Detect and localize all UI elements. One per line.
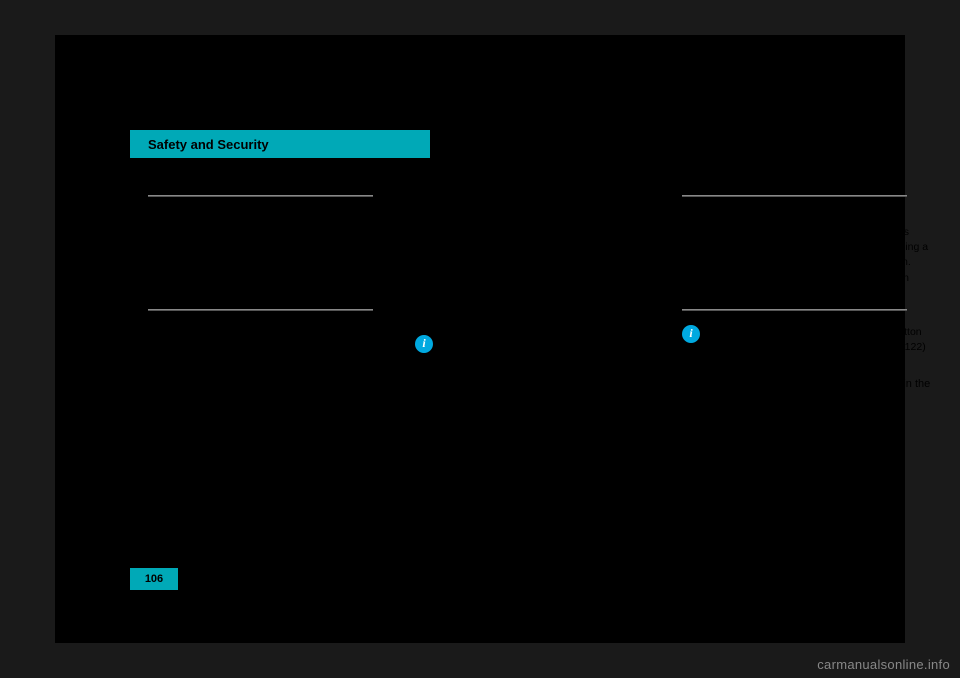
column-2: opens a door opens the trunk opens the h… <box>415 195 665 445</box>
info-icon: i <box>682 325 700 343</box>
warning-body: SmartKey with KEYLESS-GO*: If the vehicl… <box>682 225 932 301</box>
list-block: opens a door opens the trunk opens the h… <box>415 195 665 275</box>
paragraph: Once the alarm system has been armed, a … <box>148 337 398 369</box>
info-text: A blinking red indicator lamp in the loc… <box>708 325 932 371</box>
page-number: 106 <box>130 568 178 590</box>
spacer <box>682 317 932 325</box>
paragraph: Once you lock the vehicle, the indicator… <box>682 377 932 409</box>
warning-title: Warning! <box>148 203 398 219</box>
paragraph: The alarm will stay on, even if the acti… <box>415 281 665 329</box>
column-3: Warning! SmartKey with KEYLESS-GO*: If t… <box>682 195 932 415</box>
subsection-title: Arming the alarm system <box>415 371 665 387</box>
info-note: i For canceling the alarm, see Canceling… <box>415 335 665 365</box>
watermark: carmanualsonline.info <box>817 657 950 672</box>
section-header-bar: Safety and Security <box>130 130 430 158</box>
divider-rule <box>148 195 373 197</box>
manual-page: Safety and Security Anti-theft systems W… <box>55 35 905 643</box>
warning-title: Warning! <box>682 203 932 219</box>
info-text: For canceling the alarm, see Canceling t… <box>441 335 665 365</box>
info-note: i A blinking red indicator lamp in the l… <box>682 325 932 371</box>
section-header-title: Safety and Security <box>148 137 269 152</box>
column-1: Warning! In case the engine cannot be st… <box>148 195 398 375</box>
info-icon: i <box>415 335 433 353</box>
divider-rule <box>682 195 907 197</box>
paragraph: The alarm system is armed after locking … <box>415 391 665 439</box>
section-subheader: Anti-theft systems <box>148 167 253 181</box>
divider-rule <box>148 309 373 311</box>
divider-rule <box>682 309 907 311</box>
warning-body: In case the engine cannot be started (ye… <box>148 225 398 301</box>
subsection-title: Anti-theft alarm system <box>148 317 398 333</box>
